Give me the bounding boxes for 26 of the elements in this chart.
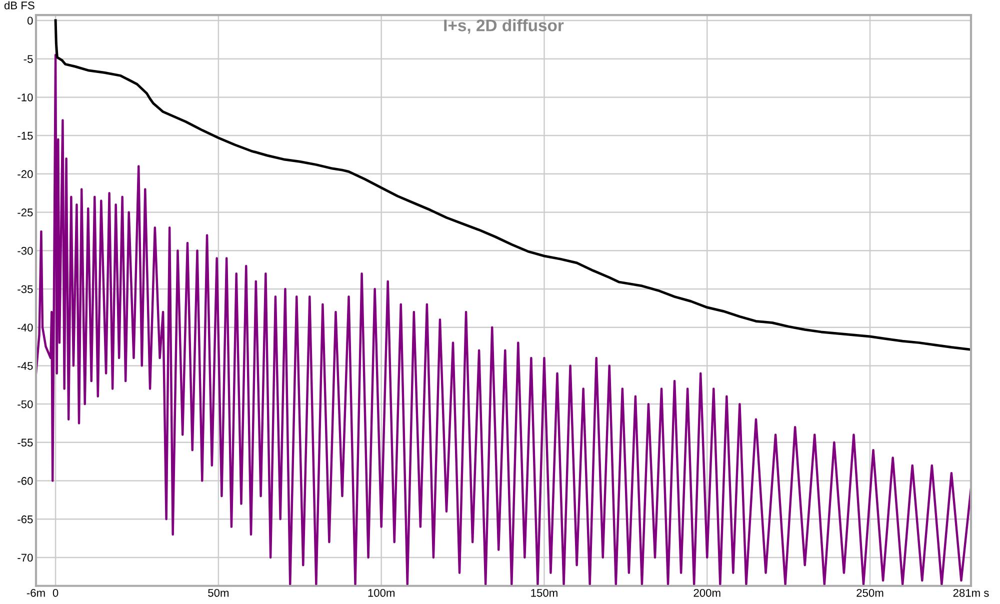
- line-series: [54, 19, 971, 351]
- x-tick-label: 50m: [208, 588, 229, 597]
- x-tick-label: 100m: [368, 588, 394, 597]
- y-tick-label: -70: [18, 554, 33, 562]
- y-tick-label: -45: [18, 362, 33, 370]
- y-tick-label: -60: [18, 477, 33, 485]
- y-tick-label: -65: [18, 515, 33, 524]
- y-tick-label: -40: [18, 324, 33, 332]
- y-axis-title: dB FS: [4, 1, 34, 10]
- chart-title: I+s, 2D diffusor: [444, 19, 564, 34]
- y-tick-label: -20: [18, 170, 33, 178]
- x-tick-label: 281m s: [953, 588, 989, 597]
- y-tick-label: -10: [18, 93, 33, 102]
- y-tick-label: -35: [18, 285, 33, 294]
- y-tick-label: -55: [18, 438, 33, 447]
- x-tick-label: 0: [52, 588, 58, 597]
- y-tick-label: -50: [18, 400, 33, 408]
- x-tick-label: 150m: [531, 588, 558, 597]
- x-tick-label: 250m: [856, 588, 884, 597]
- x-tick-label: -6m: [26, 588, 45, 597]
- y-tick-label: -5: [24, 55, 33, 63]
- y-tick-label: 0: [27, 16, 33, 25]
- y-tick-label: -25: [18, 208, 33, 216]
- y-tick-label: -15: [18, 132, 33, 140]
- y-tick-label: -30: [18, 246, 33, 255]
- x-tick-label: 200m: [694, 588, 720, 597]
